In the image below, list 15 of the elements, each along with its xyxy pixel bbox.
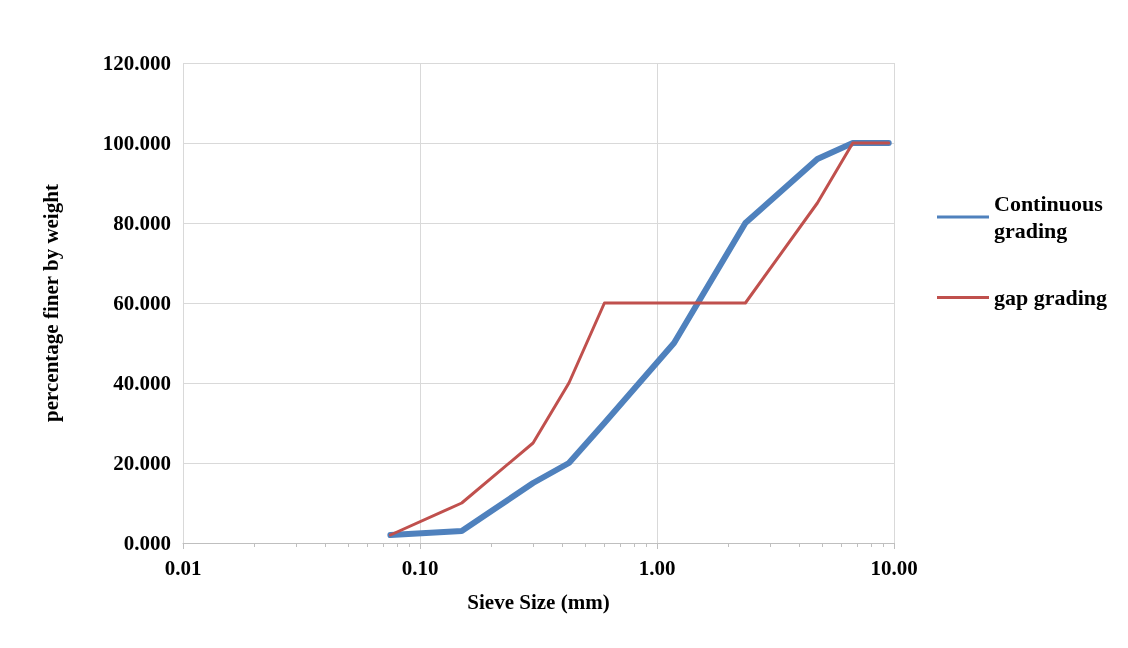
y-tick-label: 100.000	[102, 131, 171, 155]
y-tick-label: 40.000	[113, 371, 171, 395]
x-tick-label: 1.00	[638, 555, 676, 580]
legend-label: gap grading	[994, 285, 1108, 310]
y-axis-title: percentage finer by weight	[38, 184, 63, 422]
y-tick-label: 60.000	[113, 291, 171, 315]
x-axis-title: Sieve Size (mm)	[467, 589, 610, 614]
x-tick-label: 10.00	[870, 555, 918, 580]
y-tick-label: 80.000	[113, 211, 171, 235]
x-tick-label: 0.10	[401, 555, 439, 580]
y-tick-label: 20.000	[113, 451, 171, 475]
legend-label: Continuous grading	[994, 191, 1109, 243]
x-tick-label: 0.01	[164, 555, 202, 580]
y-tick-label: 120.000	[102, 51, 171, 75]
y-tick-label: 0.000	[123, 531, 171, 555]
